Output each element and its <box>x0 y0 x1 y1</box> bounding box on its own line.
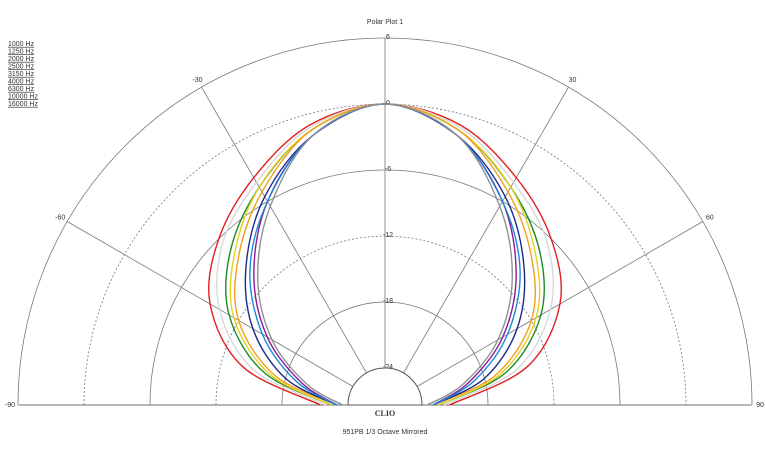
legend-entry: 10000 Hz <box>8 93 38 100</box>
theta-tick-label: -30 <box>192 77 202 84</box>
subtitle: 951PB 1/3 Octave Mirrored <box>343 429 428 436</box>
r-tick-label: -18 <box>383 298 393 305</box>
theta-tick-label: 90 <box>756 402 764 409</box>
r-tick-label: 6 <box>386 34 390 41</box>
polar-curve <box>257 103 513 406</box>
theta-tick-label: 30 <box>569 77 577 84</box>
grid-ring <box>17 37 753 406</box>
grid-spoke <box>201 86 367 374</box>
center-hole <box>347 367 423 406</box>
legend-entry: 3150 Hz <box>8 71 35 78</box>
r-tick-label: -6 <box>385 166 391 173</box>
legend-entry: 16000 Hz <box>8 101 38 108</box>
chart-title: Polar Plot 1 <box>367 19 403 26</box>
legend-entry: 4000 Hz <box>8 78 35 85</box>
theta-tick-label: -60 <box>55 214 65 221</box>
theta-tick-label: 60 <box>706 214 714 221</box>
legend-entry: 1000 Hz <box>8 41 35 48</box>
legend-entry: 2000 Hz <box>8 56 35 63</box>
grid-spoke <box>403 86 569 374</box>
r-tick-label: -12 <box>383 232 393 239</box>
legend-entry: 6300 Hz <box>8 86 35 93</box>
theta-tick-label: -90 <box>5 402 15 409</box>
legend-entry: 2500 Hz <box>8 63 35 70</box>
r-tick-label: -24 <box>383 364 393 371</box>
grid-ring <box>281 301 489 406</box>
brand: CLIO <box>375 409 395 418</box>
grid-ring <box>215 235 555 406</box>
legend-entry: 1250 Hz <box>8 48 35 55</box>
grid-ring <box>149 169 621 406</box>
